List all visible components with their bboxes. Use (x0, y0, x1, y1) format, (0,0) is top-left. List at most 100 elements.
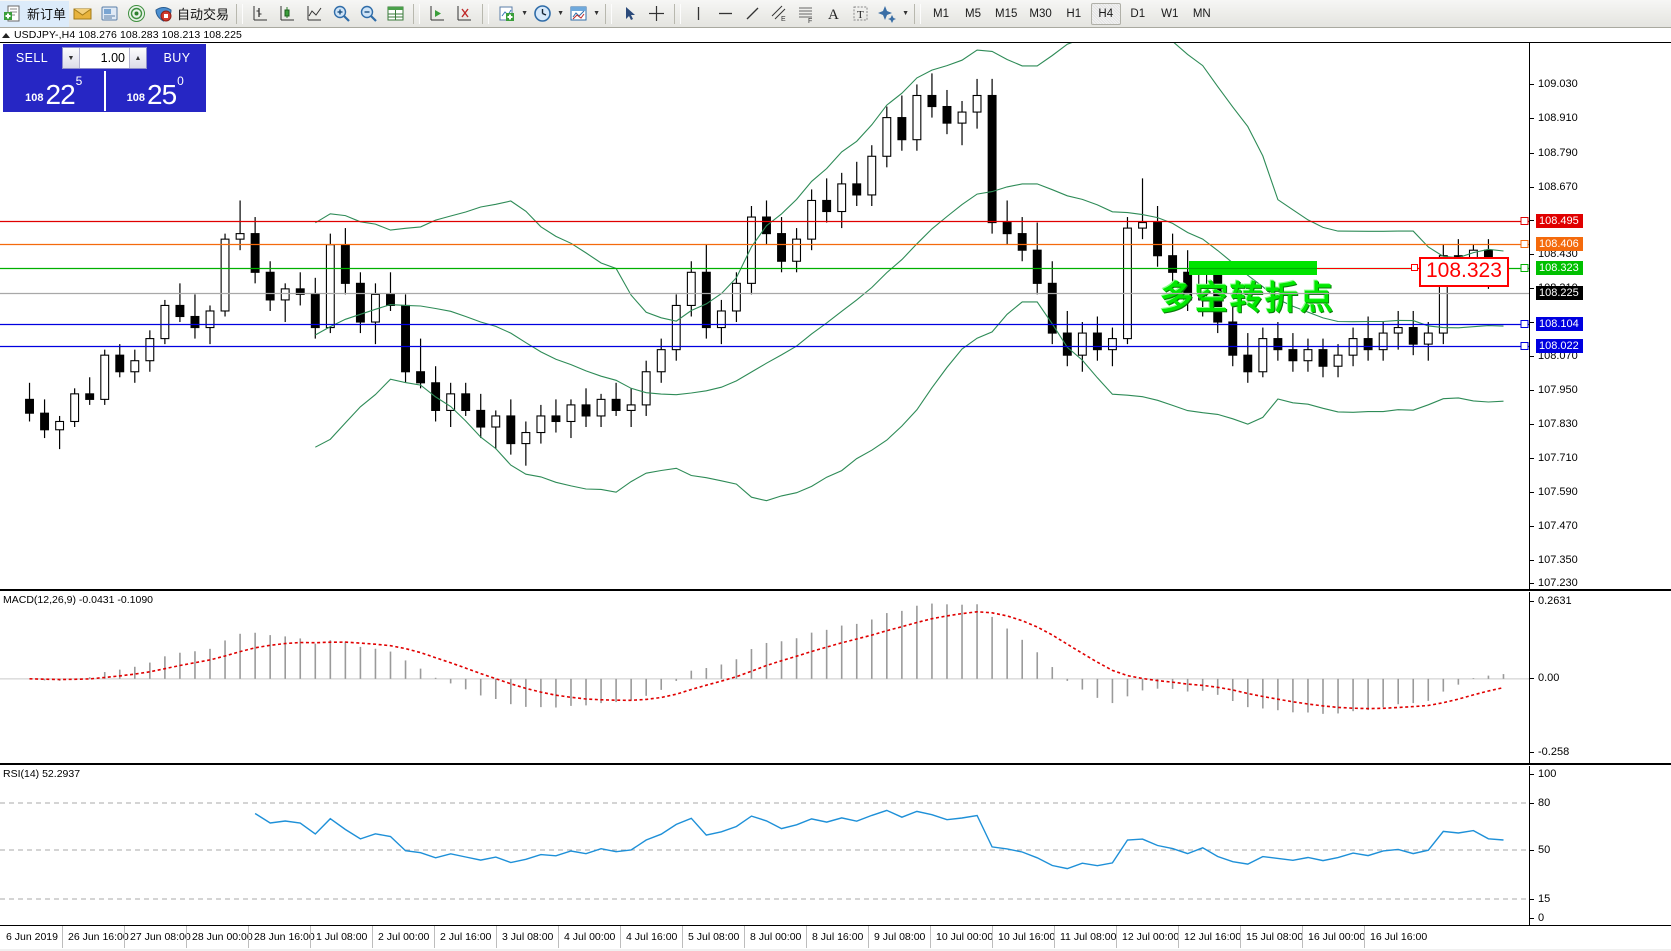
timeframe-mn[interactable]: MN (1192, 7, 1211, 20)
price-axis-tick (1530, 220, 1534, 221)
timeframe-h1[interactable]: H1 (1066, 7, 1082, 20)
rsi-title: RSI(14) 52.2937 (3, 768, 81, 780)
price-axis-tick (1530, 187, 1534, 188)
price-level-label[interactable]: 108.323 (1536, 261, 1583, 275)
indicator-dropdown-caret[interactable]: ▼ (521, 10, 528, 17)
price-tag-label[interactable]: 108.323 (1419, 257, 1509, 287)
collapse-icon[interactable] (2, 32, 10, 38)
timeframe-h4[interactable]: H4 (1090, 2, 1121, 25)
equidistant-channel-icon: E (769, 3, 790, 24)
time-axis-separator (310, 926, 311, 948)
macd-plot-region[interactable] (0, 592, 1529, 764)
news-button[interactable] (96, 1, 123, 27)
timeframe-m30[interactable]: M30 (1029, 7, 1052, 20)
toolbar-separator (482, 3, 490, 24)
time-axis-label: 27 Jun 08:00 (130, 931, 191, 943)
price-level-label[interactable]: 108.104 (1536, 317, 1583, 331)
buy-button[interactable]: 108 25 0 (106, 71, 206, 111)
time-axis-label: 1 Jul 08:00 (316, 931, 368, 943)
candlestick-chart-button[interactable] (274, 1, 301, 27)
macd-series (0, 603, 1529, 714)
crosshair-tool[interactable] (643, 1, 670, 27)
price-level-label[interactable]: 108.022 (1536, 339, 1583, 353)
chart-area[interactable]: 多空转折点 109.030108.910108.790108.550108.67… (0, 43, 1671, 925)
cursor-tool[interactable] (616, 1, 643, 27)
zoom-out-button[interactable] (355, 1, 382, 27)
timeframe-m15[interactable]: M15 (995, 7, 1018, 20)
price-axis-label: 109.030 (1538, 78, 1578, 90)
timeframe-m5[interactable]: M5 (965, 7, 982, 20)
trendline-tool[interactable] (739, 1, 766, 27)
timeframe-m1[interactable]: M1 (933, 7, 950, 20)
volume-increment-button[interactable]: ▲ (129, 48, 146, 68)
time-axis-separator (806, 926, 807, 948)
time-axis-label: 26 Jun 16:00 (68, 931, 129, 943)
auto-trading-label: 自动交易 (177, 7, 230, 22)
rsi-pane[interactable]: RSI(14) 52.2937 100 80 50 15 0 (0, 766, 1671, 925)
price-level-label[interactable]: 108.495 (1536, 214, 1583, 228)
tile-windows-button[interactable] (382, 1, 409, 27)
volume-stepper[interactable]: ▼ 1.00 ▲ (62, 47, 147, 69)
one-click-trading-panel[interactable]: SELL ▼ 1.00 ▲ BUY 108 22 5 108 25 0 (3, 44, 206, 112)
fibonacci-tool[interactable]: F (793, 1, 820, 27)
new-order-button[interactable]: 新订单 (0, 0, 70, 27)
timeframe-d1[interactable]: D1 (1130, 7, 1146, 20)
auto-scroll-icon (454, 3, 475, 24)
price-pane[interactable]: 多空转折点 109.030108.910108.790108.550108.67… (0, 43, 1671, 590)
timeframe-w1[interactable]: W1 (1161, 7, 1179, 20)
auto-trading-button[interactable]: 自动交易 (150, 1, 232, 27)
text-label-tool[interactable]: T (847, 1, 874, 27)
volume-decrement-button[interactable]: ▼ (63, 48, 80, 68)
price-axis-label: 108.670 (1538, 181, 1578, 193)
pane-divider-rsi[interactable] (0, 763, 1671, 765)
shapes-dropdown-caret[interactable]: ▼ (902, 10, 909, 17)
price-tag-anchor[interactable] (1411, 264, 1418, 271)
clock-icon (532, 3, 553, 24)
mailbox-button[interactable] (69, 1, 96, 27)
rsi-series (0, 802, 1529, 900)
vertical-line-icon (688, 3, 709, 24)
price-axis-label: 107.830 (1538, 418, 1578, 430)
price-axis-tick (1530, 560, 1534, 561)
equidistant-channel-tool[interactable]: E (766, 1, 793, 27)
price-scale-axis[interactable]: 109.030108.910108.790108.550108.670108.4… (1529, 43, 1671, 590)
vertical-line-tool[interactable] (685, 1, 712, 27)
template-dropdown-caret[interactable]: ▼ (593, 10, 600, 17)
period-dropdown-caret[interactable]: ▼ (557, 10, 564, 17)
bar-chart-button[interactable] (247, 1, 274, 27)
price-axis-label: 108.790 (1538, 147, 1578, 159)
macd-scale-axis: 0.2631 0.00 -0.258 (1529, 592, 1671, 764)
time-axis-separator (372, 926, 373, 948)
shift-end-button[interactable] (424, 1, 451, 27)
time-scale-axis[interactable]: 6 Jun 2019 26 Jun 16:00 27 Jun 08:00 28 Jun… (0, 925, 1671, 951)
horizontal-scrollbar[interactable] (0, 949, 1671, 951)
volume-input[interactable]: 1.00 (100, 51, 125, 65)
turning-point-annotation[interactable]: 多空转折点 (1160, 279, 1335, 316)
line-chart-button[interactable] (301, 1, 328, 27)
sell-price-pips: 22 (45, 79, 76, 110)
time-axis-separator (496, 926, 497, 948)
indicator-add-button[interactable] (493, 1, 520, 27)
price-plot-region[interactable]: 多空转折点 (0, 43, 1529, 590)
time-axis-label: 8 Jul 00:00 (750, 931, 802, 943)
time-axis-separator (1364, 926, 1365, 948)
period-button[interactable] (529, 1, 556, 27)
time-axis-separator (868, 926, 869, 948)
rsi-plot-region[interactable] (0, 766, 1529, 925)
template-button[interactable] (565, 1, 592, 27)
shapes-tool[interactable] (874, 1, 901, 27)
crosshair-icon (646, 3, 667, 24)
price-level-label[interactable]: 108.406 (1536, 237, 1583, 251)
sell-button[interactable]: 108 22 5 (4, 71, 106, 111)
text-tool[interactable]: A (820, 1, 847, 27)
horizontal-line-tool[interactable] (712, 1, 739, 27)
macd-pane[interactable]: MACD(12,26,9) -0.0431 -0.1090 0.2631 0.00… (0, 592, 1671, 764)
price-level-label[interactable]: 108.225 (1536, 286, 1583, 300)
time-axis-label: 11 Jul 08:00 (1060, 931, 1117, 943)
signal-button[interactable] (123, 1, 150, 27)
pane-divider-macd[interactable] (0, 589, 1671, 591)
time-axis-separator (434, 926, 435, 948)
auto-scroll-button[interactable] (451, 1, 478, 27)
rsi-axis-label: 80 (1538, 797, 1551, 809)
zoom-in-button[interactable] (328, 1, 355, 27)
